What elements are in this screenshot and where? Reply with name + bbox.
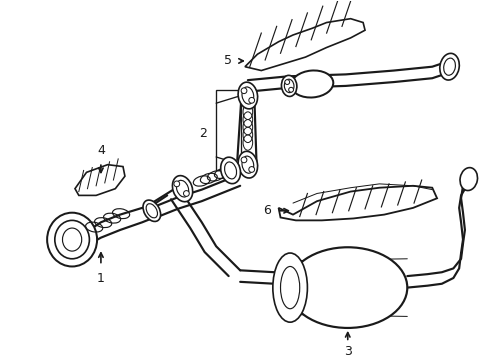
Ellipse shape: [242, 87, 253, 104]
Ellipse shape: [290, 71, 333, 98]
Ellipse shape: [287, 247, 407, 328]
Ellipse shape: [443, 58, 454, 75]
Ellipse shape: [220, 157, 240, 184]
Text: 5: 5: [224, 54, 232, 67]
Ellipse shape: [272, 253, 307, 322]
Ellipse shape: [183, 190, 189, 196]
Bar: [216, 90, 241, 170]
Ellipse shape: [174, 181, 179, 187]
Ellipse shape: [142, 200, 160, 221]
Ellipse shape: [248, 98, 254, 103]
Polygon shape: [278, 186, 436, 220]
Ellipse shape: [281, 75, 296, 96]
Ellipse shape: [439, 53, 458, 80]
Ellipse shape: [238, 151, 257, 178]
Text: 3: 3: [343, 345, 351, 358]
Ellipse shape: [284, 80, 289, 85]
Ellipse shape: [47, 213, 97, 266]
Text: 1: 1: [97, 272, 104, 285]
Ellipse shape: [146, 204, 157, 218]
Ellipse shape: [459, 168, 477, 190]
Polygon shape: [244, 19, 364, 71]
Ellipse shape: [172, 176, 192, 202]
Ellipse shape: [55, 220, 89, 259]
Ellipse shape: [242, 156, 253, 173]
Ellipse shape: [62, 228, 81, 251]
Ellipse shape: [241, 157, 246, 163]
Polygon shape: [75, 165, 124, 195]
Ellipse shape: [248, 167, 254, 172]
Ellipse shape: [288, 87, 293, 92]
Ellipse shape: [284, 79, 293, 93]
Ellipse shape: [176, 180, 188, 197]
Text: 2: 2: [198, 127, 206, 140]
Text: 4: 4: [97, 144, 104, 157]
Ellipse shape: [224, 162, 236, 179]
Ellipse shape: [238, 82, 257, 109]
Text: 6: 6: [263, 204, 270, 217]
Ellipse shape: [280, 266, 299, 309]
Ellipse shape: [241, 88, 246, 94]
